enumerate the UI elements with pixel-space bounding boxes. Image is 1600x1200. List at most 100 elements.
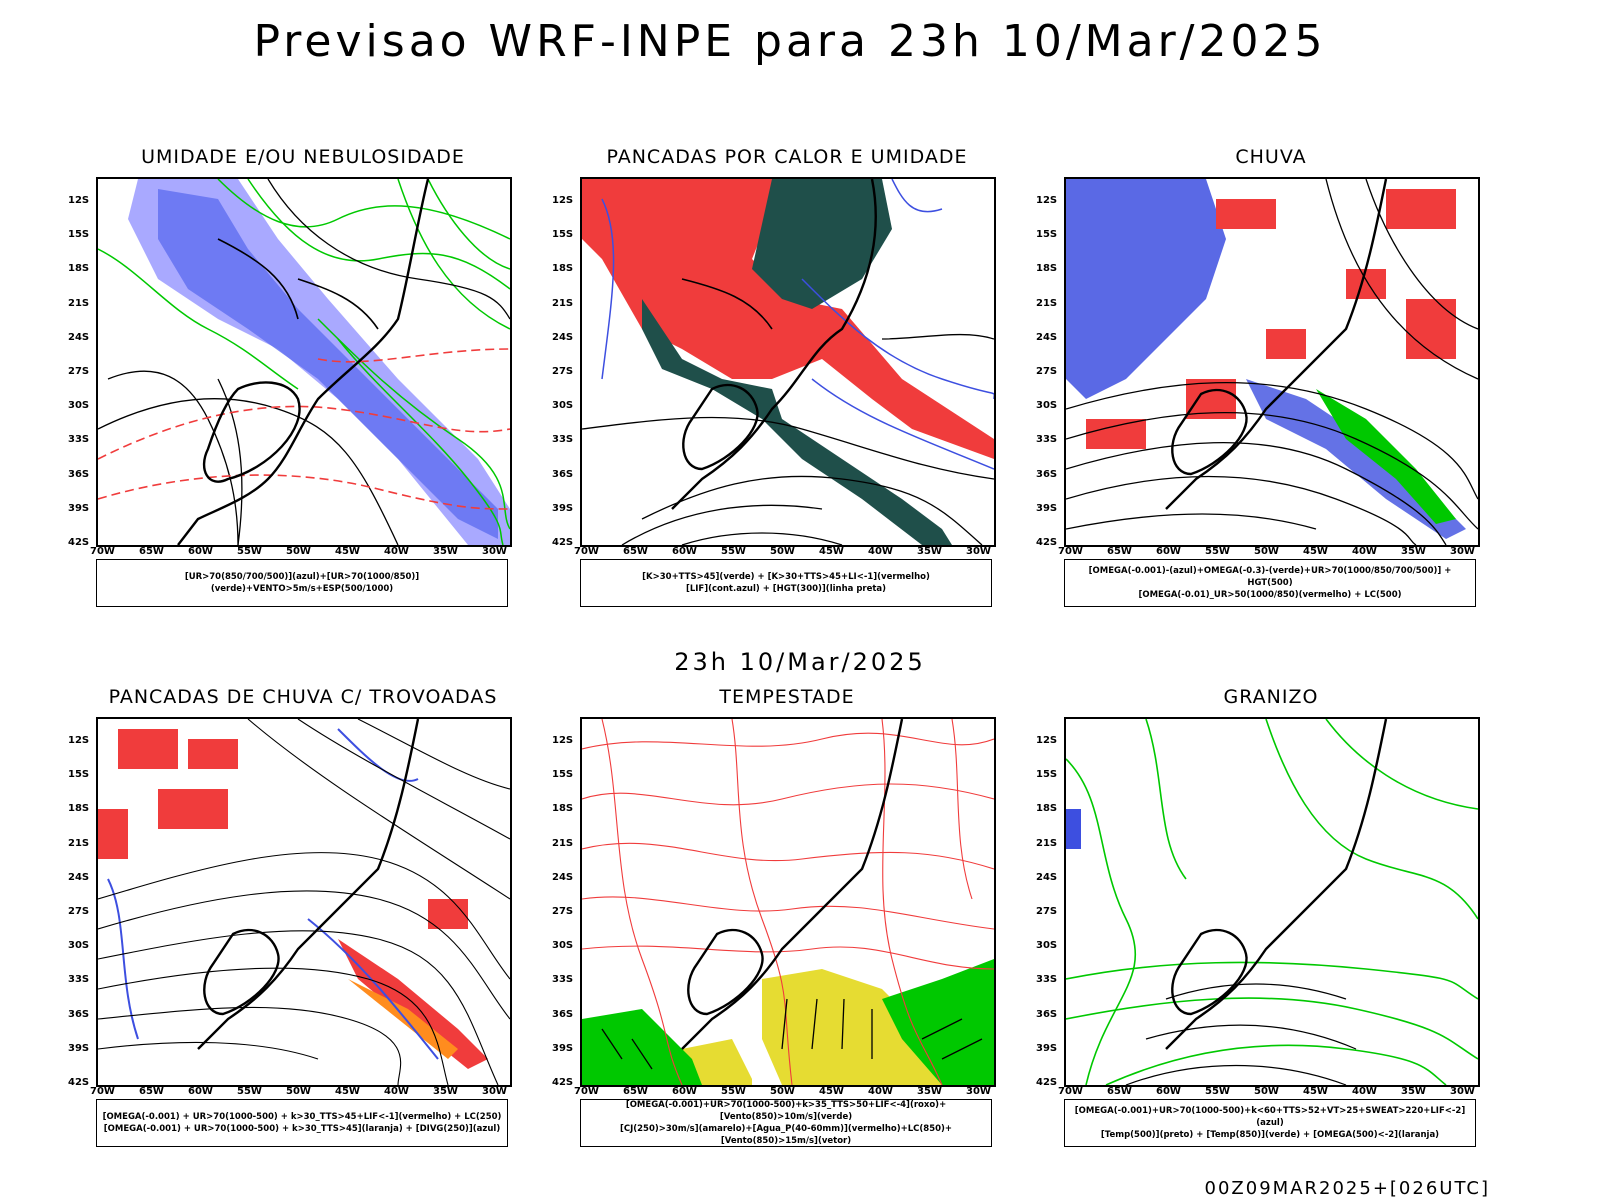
y-tick-label: 18S xyxy=(1036,803,1058,815)
x-tick-label: 60W xyxy=(672,546,697,557)
x-tick-label: 45W xyxy=(335,1086,360,1097)
x-tick-label: 70W xyxy=(90,546,115,557)
x-tick-label: 35W xyxy=(917,546,942,557)
humidity-blue-area xyxy=(158,189,498,539)
map-tempestade-svg xyxy=(582,719,994,1085)
y-tick-label: 15S xyxy=(1036,769,1058,781)
x-tick-label: 45W xyxy=(1303,546,1328,557)
x-tick-label: 35W xyxy=(433,1086,458,1097)
y-tick-label: 36S xyxy=(552,468,574,480)
y-tick-label: 30S xyxy=(1036,400,1058,412)
y-tick-label: 33S xyxy=(552,974,574,986)
legend-pancadas-calor-line-2: [LIF](cont.azul) + [HGT(300)](linha pret… xyxy=(685,584,887,594)
precipitable-water-contours xyxy=(582,719,994,1085)
x-tick-label: 30W xyxy=(1450,1086,1475,1097)
x-tick-label: 30W xyxy=(1450,546,1475,557)
y-tick-label: 12S xyxy=(552,195,574,206)
legend-chuva-line-2: [OMEGA(-0.01)_UR>50(1000/850)(vermelho) … xyxy=(1138,590,1402,600)
legend-trovoadas: [OMEGA(-0.001) + UR>70(1000-500) + k>30_… xyxy=(96,1099,508,1147)
wind-green-area-east xyxy=(882,959,994,1085)
x-tick-label: 30W xyxy=(482,1086,507,1097)
x-tick-label: 45W xyxy=(819,546,844,557)
x-tick-label: 70W xyxy=(574,546,599,557)
y-tick-label: 18S xyxy=(68,263,90,275)
y-tick-label: 24S xyxy=(1036,871,1058,883)
coastline xyxy=(1165,719,1388,1050)
lif-contours xyxy=(601,179,994,470)
y-tick-label: 15S xyxy=(552,769,574,781)
y-tick-label: 12S xyxy=(68,195,90,206)
x-tick-label: 50W xyxy=(770,1086,795,1097)
y-tick-label: 36S xyxy=(1036,468,1058,480)
x-tick-label: 55W xyxy=(721,546,746,557)
panel-title-tempestade: TEMPESTADE xyxy=(719,686,855,708)
x-tick-label: 45W xyxy=(335,546,360,557)
y-tick-label: 27S xyxy=(552,906,574,917)
mid-date: 23h 10/Mar/2025 xyxy=(674,648,926,676)
y-tick-label: 21S xyxy=(68,297,90,309)
map-tempestade xyxy=(580,717,996,1087)
x-tick-label: 50W xyxy=(286,1086,311,1097)
coastline xyxy=(197,719,420,1050)
y-tick-label: 36S xyxy=(1036,1008,1058,1020)
y-tick-label: 30S xyxy=(68,940,90,952)
legend-tempestade-line-2: [CJ(250)>30m/s](amarelo)+[Agua_P(40-60mm… xyxy=(619,1124,953,1146)
streamlines xyxy=(98,719,510,1085)
y-tick-label: 21S xyxy=(68,837,90,849)
legend-pancadas-calor-line-1: [K>30+TTS>45](verde) + [K>30+TTS>45+LI<-… xyxy=(642,572,930,582)
x-tick-label: 50W xyxy=(1254,1086,1279,1097)
temp500-contours xyxy=(1125,983,1357,1085)
y-tick-label: 21S xyxy=(1036,297,1058,309)
y-tick-label: 39S xyxy=(1036,1042,1058,1054)
y-tick-label: 15S xyxy=(552,229,574,241)
panel-title-trovoadas: PANCADAS DE CHUVA C/ TROVOADAS xyxy=(108,686,498,708)
x-tick-label: 30W xyxy=(966,546,991,557)
x-tick-label: 40W xyxy=(1352,1086,1377,1097)
y-tick-label: 39S xyxy=(552,502,574,514)
x-tick-label: 55W xyxy=(237,546,262,557)
coastline xyxy=(177,179,430,545)
y-tick-label: 33S xyxy=(68,974,90,986)
page-title: Previsao WRF-INPE para 23h 10/Mar/2025 xyxy=(253,16,1327,67)
y-tick-label: 42S xyxy=(552,1077,574,1088)
legend-tempestade: [OMEGA(-0.001)+UR>70(1000-500)+k>35_TTS>… xyxy=(580,1099,992,1147)
legend-umidade: [UR>70(850/700/500)](azul)+[UR>70(1000/8… xyxy=(96,559,508,607)
y-tick-label: 42S xyxy=(552,537,574,548)
rain-blue-area xyxy=(1066,179,1226,399)
x-tick-label: 50W xyxy=(770,546,795,557)
y-tick-label: 21S xyxy=(552,837,574,849)
x-tick-label: 70W xyxy=(90,1086,115,1097)
hail-blue-patch xyxy=(1066,809,1081,849)
map-chuva-svg xyxy=(1066,179,1478,545)
y-tick-label: 18S xyxy=(552,263,574,275)
y-tick-label: 12S xyxy=(1036,195,1058,206)
y-tick-label: 21S xyxy=(552,297,574,309)
y-tick-label: 39S xyxy=(552,1042,574,1054)
jet-yellow-area xyxy=(762,969,942,1085)
x-tick-label: 60W xyxy=(188,546,213,557)
x-tick-label: 30W xyxy=(482,546,507,557)
map-umidade xyxy=(96,177,512,547)
coastline xyxy=(681,719,904,1050)
y-tick-label: 15S xyxy=(68,769,90,781)
legend-chuva: [OMEGA(-0.001)-(azul)+OMEGA(-0.3)-(verde… xyxy=(1064,559,1476,607)
y-tick-label: 36S xyxy=(68,468,90,480)
panel-title-chuva: CHUVA xyxy=(1235,146,1307,168)
x-tick-label: 45W xyxy=(819,1086,844,1097)
y-tick-label: 27S xyxy=(68,906,90,917)
x-tick-label: 65W xyxy=(1107,1086,1132,1097)
y-tick-label: 42S xyxy=(68,537,90,548)
map-trovoadas xyxy=(96,717,512,1087)
panel-title-granizo: GRANIZO xyxy=(1223,686,1319,708)
x-tick-label: 60W xyxy=(672,1086,697,1097)
y-tick-label: 33S xyxy=(1036,434,1058,446)
y-tick-label: 24S xyxy=(552,331,574,343)
wind-green-area-west xyxy=(582,1009,702,1085)
map-granizo xyxy=(1064,717,1480,1087)
x-tick-label: 40W xyxy=(384,546,409,557)
y-tick-label: 21S xyxy=(1036,837,1058,849)
green-contours xyxy=(98,179,510,545)
y-tick-label: 30S xyxy=(552,940,574,952)
y-tick-label: 27S xyxy=(1036,906,1058,917)
hgt500-contours xyxy=(1066,179,1478,545)
